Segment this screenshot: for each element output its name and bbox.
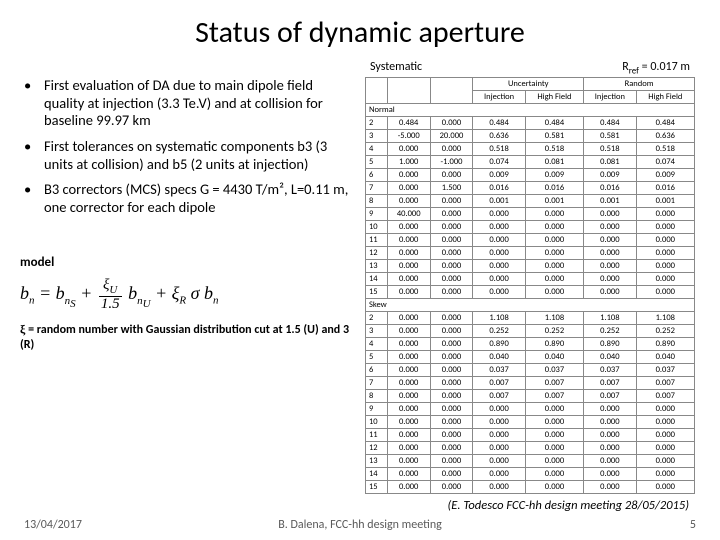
page-title: Status of dynamic aperture — [20, 14, 700, 51]
citation: (E. Todesco FCC-hh design meeting 28/05/… — [365, 498, 689, 513]
footer: 13/04/2017 B. Dalena, FCC-hh design meet… — [0, 518, 720, 532]
footer-page: 5 — [690, 518, 696, 532]
data-table: UncertaintyRandomInjectionHigh FieldInje… — [365, 77, 695, 494]
systematic-label: Systematic — [370, 60, 422, 76]
formula: bn = bnS + ξU1.5 bnU + ξR σ bn — [20, 278, 355, 312]
right-column: UncertaintyRandomInjectionHigh FieldInje… — [365, 77, 695, 513]
bullet-item: B3 correctors (MCS) specs G = 4430 T/m²,… — [34, 181, 355, 216]
model-label: model — [20, 255, 355, 270]
bullet-list: First evaluation of DA due to main dipol… — [20, 77, 355, 217]
bullet-item: First evaluation of DA due to main dipol… — [34, 77, 355, 130]
table-head: UncertaintyRandomInjectionHigh FieldInje… — [366, 78, 695, 104]
slide: Status of dynamic aperture Systematic Rr… — [0, 0, 720, 540]
left-column: First evaluation of DA due to main dipol… — [20, 77, 355, 513]
bullet-item: First tolerances on systematic component… — [34, 138, 355, 173]
table-body: Normal20.4840.0000.4840.4840.4840.4843-5… — [366, 104, 695, 494]
footer-date: 13/04/2017 — [24, 518, 82, 532]
table-header-labels: Systematic Rref = 0.017 m — [370, 60, 690, 76]
content-row: First evaluation of DA due to main dipol… — [20, 77, 700, 513]
footer-center: B. Dalena, FCC-hh design meeting — [278, 518, 442, 532]
gaussian-note: ξ = random number with Gaussian distribu… — [20, 322, 355, 354]
rref-label: Rref = 0.017 m — [622, 60, 690, 76]
